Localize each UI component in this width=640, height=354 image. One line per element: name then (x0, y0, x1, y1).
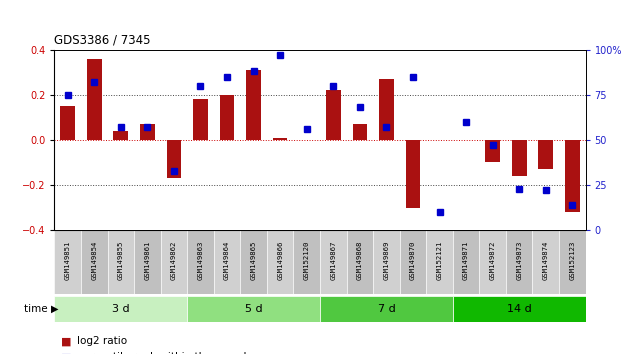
Bar (134, 230, 161, 294)
Text: GSM149865: GSM149865 (251, 241, 257, 280)
Bar (220, 95, 234, 140)
Bar (406, 140, 420, 207)
Bar (565, 140, 580, 212)
Bar (241, 230, 267, 294)
Bar (532, 230, 559, 294)
Text: GSM149872: GSM149872 (490, 241, 495, 280)
Bar (294, 230, 320, 294)
Bar (214, 230, 241, 294)
Bar (54, 296, 188, 322)
Bar (188, 296, 320, 322)
Bar (108, 230, 134, 294)
Text: GSM149867: GSM149867 (330, 241, 336, 280)
Text: time: time (24, 304, 51, 314)
Text: GSM149869: GSM149869 (383, 241, 389, 280)
Bar (320, 230, 347, 294)
Bar (559, 230, 586, 294)
Bar (140, 124, 155, 140)
Text: ■: ■ (61, 352, 71, 354)
Text: GDS3386 / 7345: GDS3386 / 7345 (54, 33, 151, 46)
Bar (479, 230, 506, 294)
Bar (453, 230, 479, 294)
Bar (81, 230, 108, 294)
Bar (60, 106, 75, 140)
Bar (347, 230, 373, 294)
Text: GSM149862: GSM149862 (171, 241, 177, 280)
Bar (166, 140, 181, 178)
Text: 7 d: 7 d (378, 304, 396, 314)
Bar (320, 296, 453, 322)
Bar (267, 230, 293, 294)
Text: GSM149854: GSM149854 (92, 241, 97, 280)
Bar (54, 230, 81, 294)
Text: 3 d: 3 d (112, 304, 130, 314)
Bar (379, 79, 394, 140)
Text: GSM149863: GSM149863 (198, 241, 204, 280)
Bar (193, 99, 208, 140)
Bar (373, 230, 400, 294)
Text: GSM149868: GSM149868 (357, 241, 363, 280)
Text: log2 ratio: log2 ratio (77, 336, 127, 346)
Text: ▶: ▶ (51, 304, 59, 314)
Bar (353, 124, 367, 140)
Bar (87, 58, 102, 140)
Bar (161, 230, 188, 294)
Text: GSM149851: GSM149851 (65, 241, 70, 280)
Bar (113, 131, 128, 140)
Text: GSM149864: GSM149864 (224, 241, 230, 280)
Text: GSM149855: GSM149855 (118, 241, 124, 280)
Text: GSM149870: GSM149870 (410, 241, 416, 280)
Text: GSM152121: GSM152121 (436, 241, 442, 280)
Text: GSM152123: GSM152123 (570, 241, 575, 280)
Bar (326, 90, 340, 140)
Text: GSM152120: GSM152120 (304, 241, 310, 280)
Text: GSM149866: GSM149866 (277, 241, 283, 280)
Text: GSM149871: GSM149871 (463, 241, 469, 280)
Bar (506, 230, 532, 294)
Bar (538, 140, 553, 169)
Bar (485, 140, 500, 162)
Text: ■: ■ (61, 336, 71, 346)
Text: percentile rank within the sample: percentile rank within the sample (77, 352, 253, 354)
Bar (453, 296, 586, 322)
Bar (188, 230, 214, 294)
Bar (426, 230, 453, 294)
Text: 14 d: 14 d (507, 304, 532, 314)
Text: GSM149873: GSM149873 (516, 241, 522, 280)
Text: GSM149861: GSM149861 (145, 241, 150, 280)
Bar (399, 230, 426, 294)
Text: 5 d: 5 d (244, 304, 262, 314)
Bar (273, 138, 287, 140)
Bar (246, 70, 261, 140)
Bar (512, 140, 527, 176)
Text: GSM149874: GSM149874 (543, 241, 548, 280)
